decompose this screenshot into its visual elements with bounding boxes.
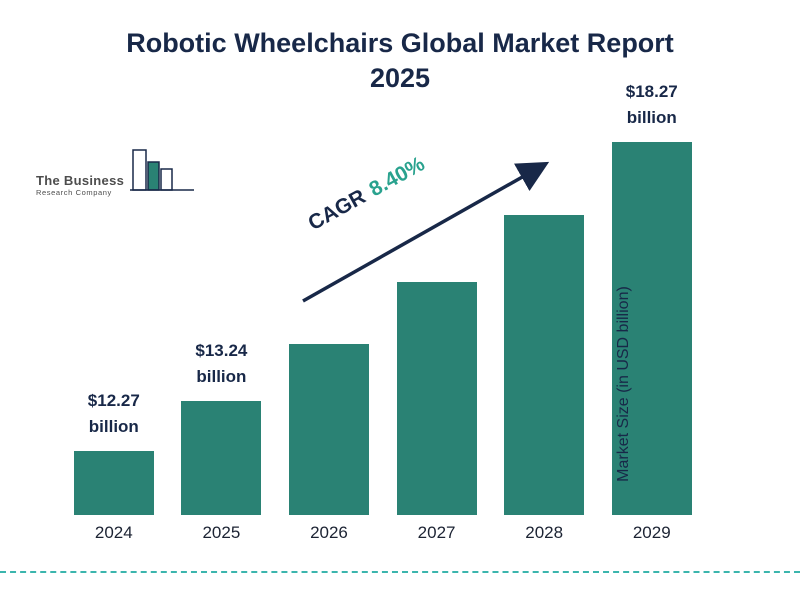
bar-column-2027	[383, 282, 491, 515]
bar-2025	[181, 401, 262, 515]
x-axis-labels: 2024 2025 2026 2027 2028 2029	[60, 523, 706, 543]
bottom-dashed-divider	[0, 571, 800, 573]
value-label-2025: $13.24 billion	[195, 341, 248, 386]
bar-column-2025: $13.24 billion	[168, 338, 276, 515]
x-tick-2027: 2027	[417, 523, 456, 542]
x-tick-2025: 2025	[202, 523, 241, 542]
bar-2024	[73, 451, 154, 515]
x-tick-2029: 2029	[632, 523, 671, 542]
x-tick-2026: 2026	[310, 523, 348, 542]
bar-2029	[611, 142, 692, 515]
logo-text: The Business Research Company	[36, 173, 124, 203]
bar-2027	[396, 282, 477, 515]
page-title: Robotic Wheelchairs Global Market Report…	[0, 26, 800, 96]
logo-bar-chart-icon	[130, 146, 196, 203]
title-line-1: Robotic Wheelchairs Global Market Report	[126, 28, 674, 58]
bar-column-2024: $12.27 billion	[60, 388, 168, 515]
y-axis-title: Market Size (in USD billion)	[615, 286, 632, 482]
logo-name: The Business	[36, 173, 125, 188]
x-tick-2028: 2028	[525, 523, 564, 542]
bar-2026	[288, 344, 369, 515]
bar-column-2028	[490, 215, 598, 515]
value-label-2024: $12.27 billion	[87, 391, 140, 436]
title-line-2: 2025	[369, 63, 431, 94]
x-tick-2024: 2024	[94, 523, 133, 542]
logo-subname: Research Company	[36, 188, 112, 197]
company-logo: The Business Research Company	[36, 146, 196, 203]
bar-2028	[504, 215, 585, 515]
bar-column-2026	[275, 344, 383, 515]
value-label-2029: $18.27 billion	[625, 82, 678, 127]
bar-column-2029: $18.27 billion	[598, 79, 706, 515]
bar-chart: $12.27 billion $13.24 billion $18.27 billion	[60, 45, 706, 515]
